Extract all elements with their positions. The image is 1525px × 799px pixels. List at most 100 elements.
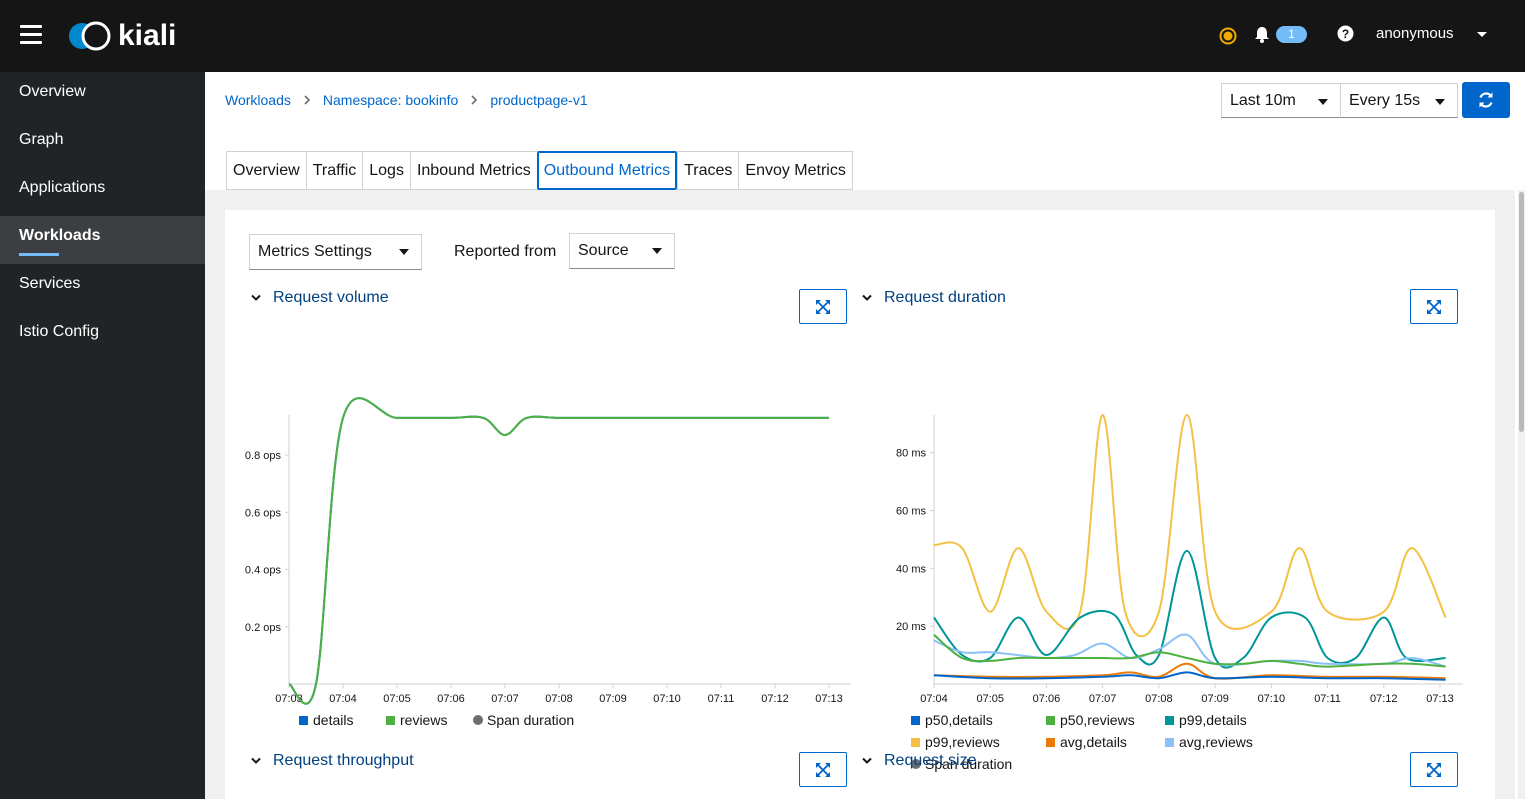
- expand-icon: [1427, 300, 1441, 314]
- y-tick-label: 0.2 ops: [245, 622, 282, 634]
- legend-swatch: [911, 715, 920, 725]
- refresh-interval-select[interactable]: Every 15s: [1340, 83, 1458, 118]
- breadcrumb-namespace[interactable]: Namespace: bookinfo: [322, 92, 459, 108]
- legend-swatch: [473, 715, 483, 725]
- legend-label: p99,details: [1179, 712, 1247, 728]
- legend-swatch: [1165, 737, 1174, 747]
- tab-logs[interactable]: Logs: [362, 151, 410, 190]
- expand-icon: [816, 763, 830, 777]
- kiali-logo[interactable]: kiali: [66, 19, 176, 53]
- legend-item[interactable]: Span duration: [911, 756, 1012, 772]
- caret-down-icon: [652, 248, 662, 254]
- x-tick-label: 07:08: [545, 693, 573, 705]
- refresh-button[interactable]: [1462, 82, 1510, 118]
- legend-swatch: [1046, 737, 1055, 747]
- x-tick-label: 07:08: [1145, 693, 1173, 705]
- status-warning-icon[interactable]: [1219, 27, 1237, 45]
- legend-label: p50,reviews: [1060, 712, 1135, 728]
- caret-down-icon: [399, 249, 409, 255]
- sidebar-item-services[interactable]: Services: [19, 275, 81, 292]
- request-volume-chart: 0.2 ops 0.4 ops 0.6 ops 0.8 ops 07:03 07:04 07…: [245, 397, 851, 705]
- tab-traffic[interactable]: Traffic: [305, 151, 363, 190]
- legend-swatch: [299, 715, 308, 725]
- legend-item[interactable]: avg,details: [1046, 734, 1127, 750]
- scrollbar-thumb[interactable]: [1519, 192, 1524, 432]
- top-bar: kiali 1 ? anonymous: [0, 0, 1525, 72]
- legend-label: p99,reviews: [925, 734, 1000, 750]
- tab-outbound-metrics[interactable]: Outbound Metrics: [536, 151, 678, 190]
- legend-item[interactable]: p99,details: [1165, 712, 1247, 728]
- user-menu[interactable]: anonymous: [1376, 25, 1454, 42]
- reported-from-select[interactable]: Source: [569, 233, 675, 269]
- y-tick-label: 0.6 ops: [245, 507, 282, 519]
- time-range-select[interactable]: Last 10m: [1221, 83, 1341, 118]
- y-tick-label: 40 ms: [896, 563, 926, 575]
- series-line-p50-reviews: [933, 634, 1446, 668]
- tab-inbound-metrics[interactable]: Inbound Metrics: [409, 151, 537, 190]
- legend-item[interactable]: avg,reviews: [1165, 734, 1253, 750]
- series-line-p99-reviews: [933, 413, 1447, 638]
- sidebar: Overview Graph Applications Workloads Se…: [0, 72, 205, 799]
- chart-title-request-duration[interactable]: Request duration: [862, 289, 1006, 307]
- caret-down-icon: [1318, 99, 1328, 105]
- tab-envoy-metrics[interactable]: Envoy Metrics: [738, 151, 853, 190]
- chart-title-request-throughput[interactable]: Request throughput: [251, 752, 414, 770]
- x-tick-label: 07:07: [491, 693, 519, 705]
- sidebar-item-graph[interactable]: Graph: [19, 131, 64, 148]
- tab-overview[interactable]: Overview: [226, 151, 306, 190]
- chevron-right-icon: [471, 95, 478, 105]
- x-tick-label: 07:07: [1089, 693, 1117, 705]
- expand-chart-button[interactable]: [1410, 752, 1458, 787]
- y-tick-label: 60 ms: [896, 505, 926, 517]
- bell-icon[interactable]: [1254, 26, 1270, 43]
- x-tick-label: 07:05: [976, 693, 1004, 705]
- breadcrumb-workload[interactable]: productpage-v1: [490, 92, 588, 108]
- sidebar-item-applications[interactable]: Applications: [19, 179, 106, 196]
- x-tick-label: 07:06: [437, 693, 465, 705]
- legend-item[interactable]: p50,reviews: [1046, 712, 1135, 728]
- notification-badge[interactable]: 1: [1276, 26, 1307, 43]
- expand-icon: [816, 300, 830, 314]
- metrics-panel: Metrics Settings Reported from Source Re…: [225, 210, 1495, 799]
- expand-chart-button[interactable]: [799, 289, 847, 324]
- metrics-settings-dropdown[interactable]: Metrics Settings: [249, 234, 422, 270]
- series-line-p50-details: [933, 671, 1446, 681]
- legend-item[interactable]: p99,reviews: [911, 734, 1000, 750]
- hamburger-menu-icon[interactable]: [20, 25, 42, 44]
- legend-item[interactable]: reviews: [386, 712, 447, 728]
- legend-label: details: [313, 712, 354, 728]
- expand-chart-button[interactable]: [799, 752, 847, 787]
- tab-traces[interactable]: Traces: [677, 151, 739, 190]
- help-icon[interactable]: ?: [1337, 25, 1354, 42]
- sidebar-item-istio-config[interactable]: Istio Config: [19, 323, 100, 340]
- legend-swatch: [1165, 715, 1174, 725]
- app-name: kiali: [118, 19, 177, 52]
- series-line-reviews: [288, 397, 829, 705]
- series-line-avg-reviews: [933, 633, 1446, 668]
- legend-item[interactable]: p50,details: [911, 712, 993, 728]
- legend-label: Span duration: [925, 756, 1013, 772]
- chevron-down-icon[interactable]: [1476, 31, 1488, 39]
- main-content: Workloads Namespace: bookinfo productpag…: [205, 72, 1525, 799]
- x-tick-label: 07:12: [1370, 693, 1398, 705]
- expand-icon: [1427, 763, 1441, 777]
- legend-label: reviews: [400, 712, 448, 728]
- scrollbar[interactable]: [1518, 190, 1525, 799]
- breadcrumb-workloads[interactable]: Workloads: [225, 92, 291, 108]
- x-tick-label: 07:12: [761, 693, 789, 705]
- chart-title-request-volume[interactable]: Request volume: [251, 289, 389, 307]
- y-tick-label: 0.8 ops: [245, 450, 282, 462]
- expand-chart-button[interactable]: [1410, 289, 1458, 324]
- x-tick-label: 07:10: [653, 693, 681, 705]
- sidebar-item-workloads[interactable]: Workloads: [0, 216, 205, 264]
- legend-label: Span duration: [487, 712, 575, 728]
- chevron-down-icon: [251, 294, 261, 301]
- sidebar-item-overview[interactable]: Overview: [19, 83, 86, 100]
- chevron-down-icon: [251, 757, 261, 764]
- y-tick-label: 80 ms: [896, 448, 926, 460]
- legend-swatch: [911, 737, 920, 747]
- chart-title-request-size[interactable]: Request size: [862, 752, 977, 770]
- legend-item[interactable]: details: [299, 712, 353, 728]
- legend-item[interactable]: Span duration: [473, 712, 574, 728]
- request-duration-chart: 20 ms 40 ms 60 ms 80 ms 07:04 07:05 07:06 07:07…: [896, 413, 1463, 705]
